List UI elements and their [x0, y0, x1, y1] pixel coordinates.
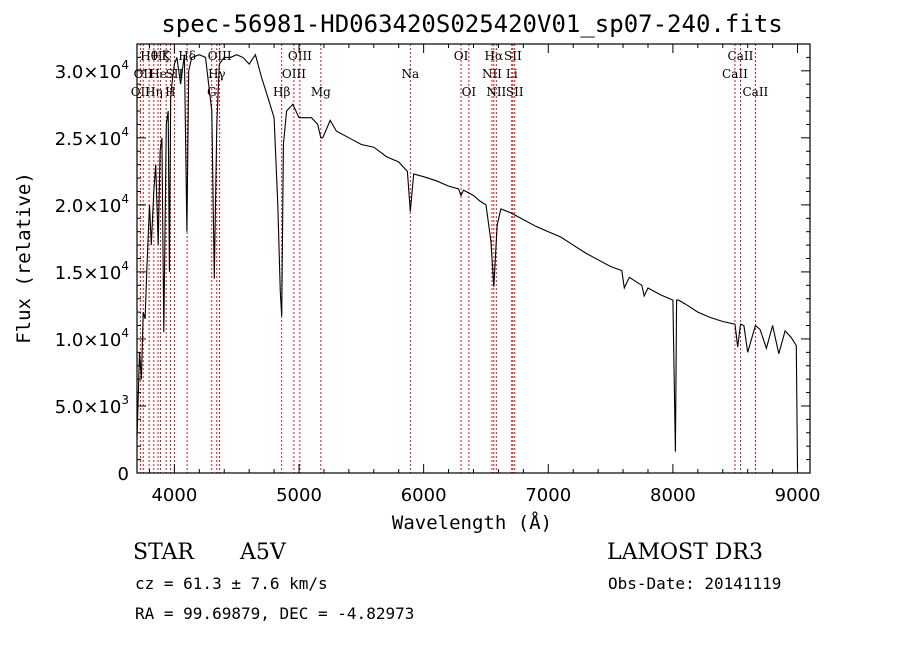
- spectral-line-label: CaII: [728, 49, 754, 63]
- spectrum-line: [136, 53, 799, 470]
- spectral-line-label: Li: [506, 67, 518, 81]
- y-tick-label: 2.0×104: [55, 192, 129, 217]
- spectral-line-label: Hβ: [273, 85, 290, 99]
- spectral-line-label: Na: [401, 67, 419, 81]
- y-tick-label: 0: [118, 464, 129, 485]
- spectral-line-label: OI: [462, 85, 477, 99]
- chart-title: spec-56981-HD063420S025420V01_sp07-240.f…: [161, 10, 782, 38]
- x-tick-label: 5000: [276, 485, 322, 506]
- spectral-line-label: Mg: [311, 85, 331, 99]
- spectral-line-label: Hα: [485, 49, 504, 63]
- y-tick-label: 2.5×104: [55, 125, 129, 150]
- spectral-line-label: K: [162, 49, 172, 63]
- spectral-line-label: G: [207, 85, 217, 99]
- redshift-cz: cz = 61.3 ± 7.6 km/s: [135, 574, 328, 593]
- spectral-line-label: OIII: [208, 49, 232, 63]
- spectral-line-label: CaII: [742, 85, 768, 99]
- spectral-line-label: Hη: [145, 85, 163, 99]
- spectral-line-label: CaII: [722, 67, 748, 81]
- spectral-line-label: OIII: [282, 67, 306, 81]
- ra-dec: RA = 99.69879, DEC = -4.82973: [135, 604, 415, 623]
- spectral-line-label: SII: [504, 49, 522, 63]
- object-subclass: A5V: [240, 540, 286, 565]
- obs-date: Obs-Date: 20141119: [608, 574, 782, 593]
- x-tick-label: 9000: [775, 485, 821, 506]
- spectral-line-label: Hζ: [152, 49, 169, 63]
- spectral-line-label: SII: [506, 85, 524, 99]
- x-tick-label: 6000: [401, 485, 447, 506]
- y-tick-label: 3.0×104: [55, 58, 129, 83]
- spectral-line-label: H: [165, 85, 175, 99]
- x-tick-label: 8000: [650, 485, 696, 506]
- survey-name: LAMOST DR3: [607, 540, 763, 565]
- y-tick-label: 5.0×103: [55, 393, 129, 418]
- spectral-line-label: Hδ: [178, 49, 196, 63]
- x-axis-label: Wavelength (Å): [392, 511, 552, 534]
- spectral-line-label: Hγ: [208, 67, 226, 81]
- x-tick-label: 4000: [151, 485, 197, 506]
- y-tick-label: 1.0×104: [55, 326, 129, 351]
- spectral-line-label: OI: [454, 49, 469, 63]
- x-tick-label: 7000: [525, 485, 571, 506]
- plot-frame: [136, 43, 811, 474]
- object-class: STAR: [133, 540, 194, 565]
- spectral-line-label: NII: [486, 85, 506, 99]
- spectral-line-label: He: [149, 67, 167, 81]
- spectral-line-label: OII: [131, 85, 151, 99]
- y-axis-label: Flux (relative): [13, 172, 35, 344]
- y-tick-label: 1.5×104: [55, 259, 129, 284]
- spectral-line-label: OIII: [288, 49, 312, 63]
- spectral-line-label: NII: [482, 67, 502, 81]
